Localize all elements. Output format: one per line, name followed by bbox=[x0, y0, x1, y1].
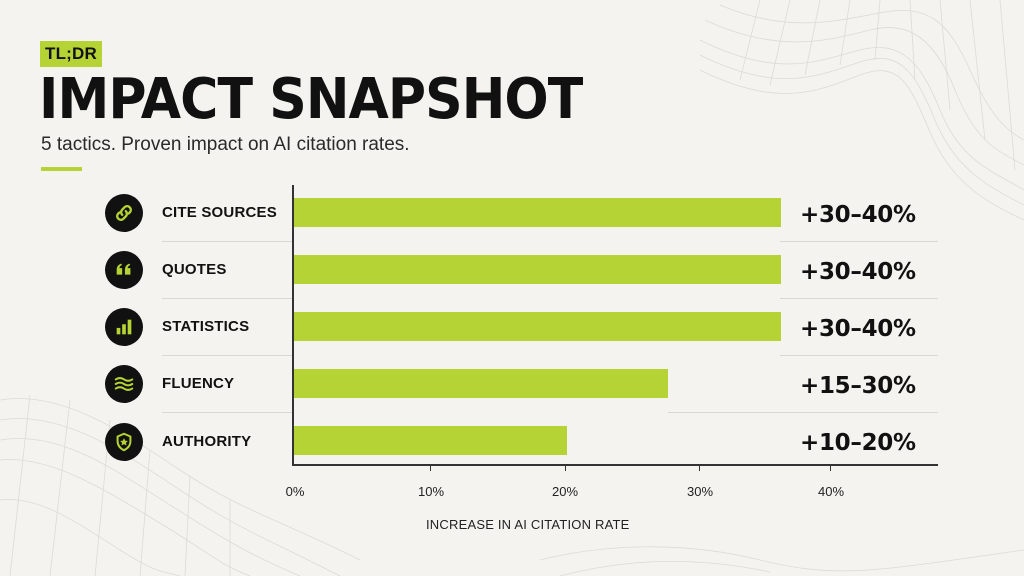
x-tick bbox=[430, 464, 431, 471]
x-tick-label: 10% bbox=[417, 484, 445, 499]
bar-authority bbox=[294, 426, 567, 455]
x-axis-title: INCREASE IN AI CITATION RATE bbox=[426, 517, 630, 532]
shield-star-icon bbox=[105, 423, 143, 461]
row-divider bbox=[162, 298, 292, 299]
tldr-badge: TL;DR bbox=[40, 41, 102, 67]
x-axis-line bbox=[292, 464, 938, 466]
waves-icon bbox=[105, 365, 143, 403]
value-label-fluency: +15–30% bbox=[800, 373, 916, 399]
quote-icon bbox=[105, 251, 143, 289]
bar-cite-sources bbox=[294, 198, 781, 227]
row-divider bbox=[780, 355, 938, 356]
value-label-authority: +10–20% bbox=[800, 430, 916, 456]
row-divider bbox=[162, 355, 292, 356]
value-label-statistics: +30–40% bbox=[800, 316, 916, 342]
row-divider bbox=[780, 241, 938, 242]
row-divider bbox=[668, 412, 938, 413]
value-label-quotes: +30–40% bbox=[800, 259, 916, 285]
value-label-cite-sources: +30–40% bbox=[800, 202, 916, 228]
x-tick-label: 30% bbox=[686, 484, 714, 499]
row-label-statistics: STATISTICS bbox=[162, 318, 250, 335]
x-tick-label: 0% bbox=[285, 484, 305, 499]
bar-statistics bbox=[294, 312, 781, 341]
row-label-quotes: QUOTES bbox=[162, 261, 227, 278]
row-label-cite-sources: CITE SOURCES bbox=[162, 204, 277, 221]
accent-underline bbox=[41, 167, 82, 171]
page-title: IMPACT SNAPSHOT bbox=[39, 67, 583, 132]
x-tick bbox=[565, 464, 566, 471]
bar-quotes bbox=[294, 255, 781, 284]
x-tick bbox=[830, 464, 831, 471]
page-subtitle: 5 tactics. Proven impact on AI citation … bbox=[41, 134, 410, 155]
bar-fluency bbox=[294, 369, 668, 398]
x-tick-label: 40% bbox=[817, 484, 845, 499]
row-label-fluency: FLUENCY bbox=[162, 375, 235, 392]
link-icon bbox=[105, 194, 143, 232]
row-divider bbox=[162, 241, 292, 242]
row-divider bbox=[780, 298, 938, 299]
row-label-authority: AUTHORITY bbox=[162, 433, 252, 450]
y-axis-line bbox=[292, 185, 294, 465]
x-tick bbox=[699, 464, 700, 471]
x-tick-label: 20% bbox=[551, 484, 579, 499]
row-divider bbox=[162, 412, 292, 413]
bar-chart-icon bbox=[105, 308, 143, 346]
